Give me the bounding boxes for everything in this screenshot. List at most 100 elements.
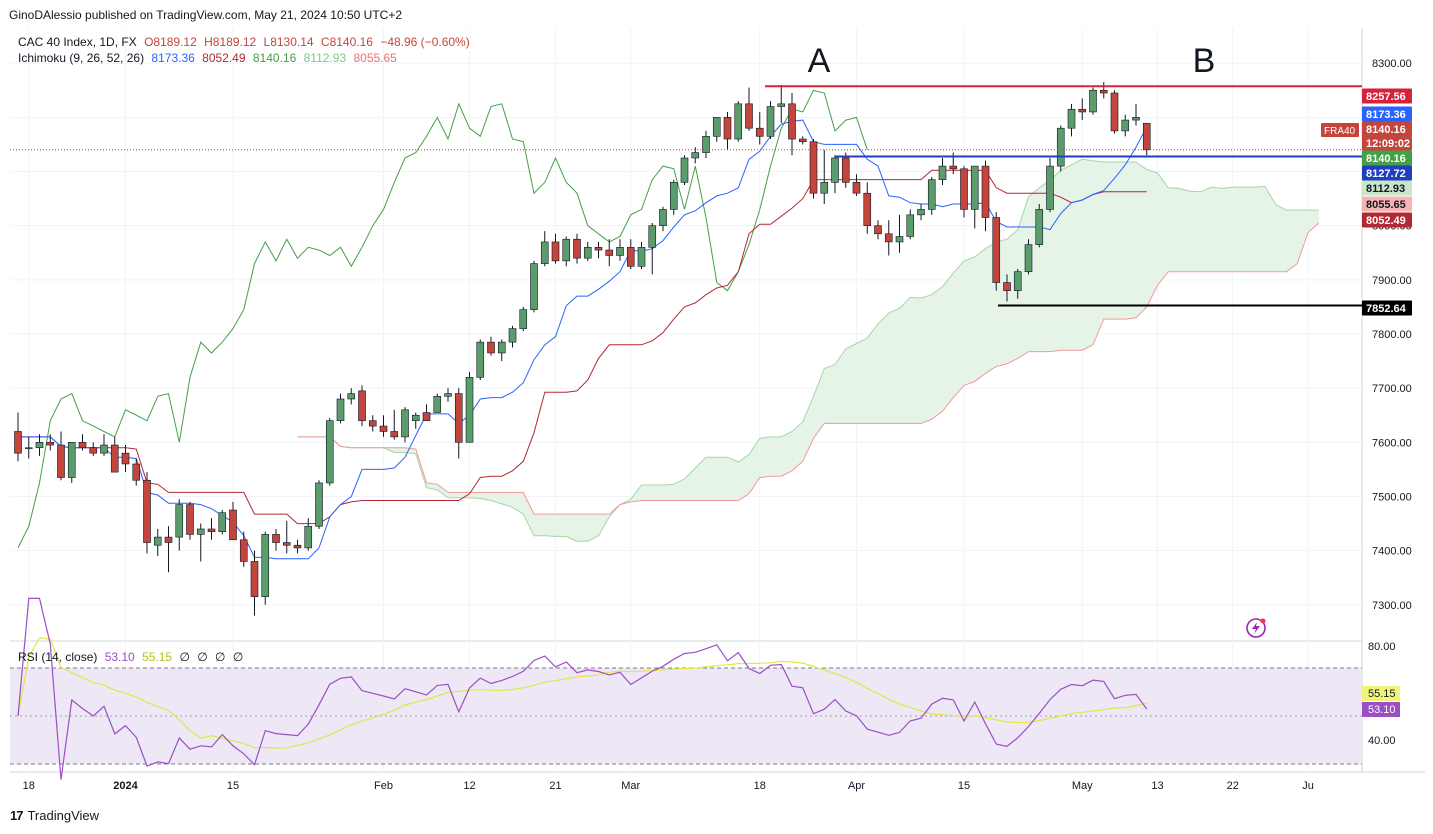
events-icon-ring [1246,618,1266,638]
candle [981,160,990,232]
candle-body [798,138,807,143]
candle-body [766,106,775,137]
candle-body [14,431,22,454]
candle [1046,157,1054,213]
x-tick-label: 22 [1227,780,1239,792]
candle [132,458,141,486]
candle-body [927,179,936,210]
candle [1121,114,1130,137]
candle [583,241,592,261]
candle [175,499,184,551]
rsi-axis-label-text: 53.10 [1368,704,1396,716]
candle-body [551,241,560,262]
candle [938,157,947,186]
candle [1142,122,1151,156]
candle-body [605,249,614,256]
candle-body [626,247,635,267]
candle-body [852,182,861,194]
events-icon-dot [1260,618,1266,624]
annotation-a: A [808,42,831,80]
candle [293,539,302,554]
candle-body [304,525,313,549]
candle-body [476,341,485,378]
candle [637,241,646,270]
candle-body [153,536,162,546]
close-value: C8140.16 [320,35,373,49]
span-a-value: 8112.93 [303,51,347,65]
candle-body [422,412,431,421]
candle [143,472,151,554]
rsi-axis-label: 53.10 [1362,702,1400,717]
price-axis-label-text: 8257.56 [1366,91,1406,103]
price-axis-label-text: 8173.36 [1366,109,1406,121]
candle-body [702,136,710,153]
tradingview-logo-text: TradingView [27,808,100,823]
rsi-legend: RSI (14, close) 53.10 55.15 ∅ ∅ ∅ ∅ [18,650,247,664]
candle [282,520,291,554]
price-axis-label-bg [1362,165,1412,181]
candle-body [1142,122,1151,151]
candle-body [465,377,474,443]
candle [67,442,76,483]
candle [734,101,743,142]
annotation-b: B [1193,42,1216,80]
candle [1078,98,1087,121]
candle-body [863,192,872,226]
candle-body [57,444,65,478]
candle [1089,87,1097,115]
candle-body [809,141,818,194]
candle [454,388,463,459]
lagging-value: 8140.16 [252,51,297,65]
rsi-ma-value: 55.15 [142,650,173,664]
y-tick-label: 7900.00 [1372,275,1412,287]
candle [433,393,442,413]
candle [78,434,87,451]
rsi-ma-axis-label: 55.15 [1362,686,1400,701]
tradingview-logo[interactable]: 17 TradingView [10,808,99,823]
candle-body [884,233,893,243]
rsi-na-1: ∅ [179,650,190,664]
base-value: 8052.49 [202,51,246,65]
span-b-value: 8055.65 [353,51,397,65]
rsi-na-2: ∅ [197,650,208,664]
candle-body [1132,117,1140,121]
price-axis-label-text: 8127.72 [1366,168,1406,180]
candle [992,212,1001,291]
candle [1132,103,1140,126]
tradingview-logo-icon: 17 [10,808,24,823]
price-axis-label-bg [1362,212,1412,228]
price-axis-label-text: 8140.16 [1366,124,1406,136]
y-tick-label: 7500.00 [1372,491,1412,503]
candle [669,179,678,215]
rsi-ma-line [17,636,1147,749]
price-axis-label: 8140.16 [1362,150,1412,166]
candle-body [401,409,409,438]
candle [186,501,194,540]
candle [336,393,345,424]
candle-body [1013,271,1022,291]
candle-body [970,165,979,210]
candle [1003,274,1011,302]
candle-body [1067,108,1076,129]
candle [540,231,549,267]
candle-body [1046,165,1054,210]
candle-body [820,182,829,194]
x-tick-label: 21 [549,780,561,792]
candle [1024,239,1033,275]
candle-body [938,165,947,180]
candle [960,166,968,218]
candle [594,241,603,259]
candle [390,409,399,440]
candle-body [637,247,646,267]
lagging-span [17,89,868,549]
candle [411,412,420,429]
events-icon-bolt [1252,622,1260,634]
price-axis-label-bg [1362,180,1412,196]
ichimoku-cloud [297,159,1319,542]
candle [57,431,65,481]
y-tick-label: 7300.00 [1372,600,1412,612]
candle [379,415,388,437]
candle [820,149,829,205]
candle-body [379,425,388,432]
